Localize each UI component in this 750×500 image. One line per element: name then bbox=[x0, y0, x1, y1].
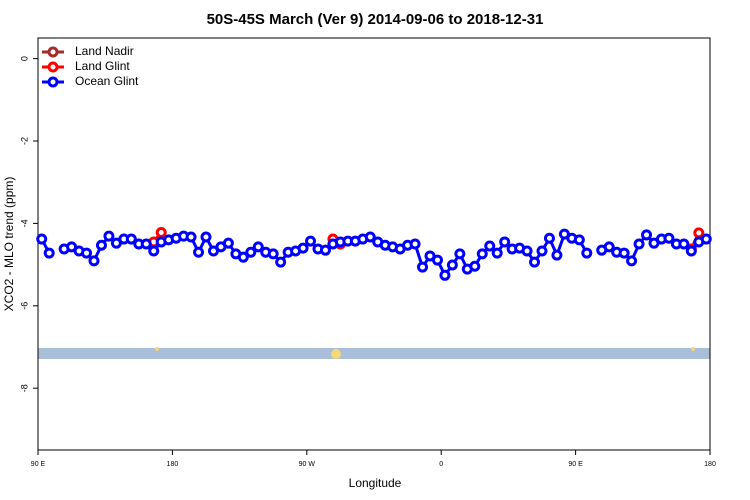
data-point bbox=[237, 251, 249, 263]
legend-label: Ocean Glint bbox=[75, 74, 139, 88]
data-point bbox=[484, 240, 496, 252]
decoration bbox=[331, 349, 341, 359]
data-point bbox=[222, 237, 234, 249]
data-point bbox=[581, 247, 593, 259]
data-point bbox=[275, 256, 287, 268]
data-point bbox=[499, 236, 511, 248]
y-axis-label: XCO2 - MLO trend (ppm) bbox=[2, 177, 16, 312]
data-point bbox=[88, 255, 100, 267]
data-point bbox=[103, 230, 115, 242]
data-point bbox=[618, 247, 630, 259]
data-point bbox=[364, 231, 376, 243]
legend-label: Land Glint bbox=[75, 59, 130, 73]
data-point bbox=[685, 245, 697, 257]
y-tick-label: -4 bbox=[19, 219, 29, 227]
x-tick-label: 90 E bbox=[31, 461, 46, 468]
y-tick-label: -6 bbox=[19, 302, 29, 310]
data-point bbox=[140, 238, 152, 250]
data-point bbox=[417, 261, 429, 273]
data-point bbox=[185, 231, 197, 243]
decoration bbox=[691, 347, 695, 351]
decoration bbox=[155, 347, 159, 351]
data-point bbox=[200, 231, 212, 243]
data-point bbox=[551, 249, 563, 261]
data-point bbox=[678, 238, 690, 250]
data-point bbox=[252, 241, 264, 253]
data-point bbox=[536, 245, 548, 257]
legend-marker bbox=[47, 46, 59, 58]
data-point bbox=[454, 248, 466, 260]
legend-marker bbox=[47, 61, 59, 73]
data-point bbox=[521, 245, 533, 257]
data-point bbox=[469, 260, 481, 272]
data-point bbox=[125, 233, 137, 245]
data-point bbox=[267, 248, 279, 260]
data-point bbox=[693, 227, 705, 239]
data-point bbox=[633, 238, 645, 250]
y-tick-label: 0 bbox=[19, 56, 29, 61]
y-tick-label: -8 bbox=[19, 384, 29, 392]
data-point bbox=[573, 234, 585, 246]
data-point bbox=[491, 247, 503, 259]
legend-label: Land Nadir bbox=[75, 44, 134, 58]
background-band bbox=[38, 348, 710, 359]
data-point bbox=[603, 241, 615, 253]
data-point bbox=[95, 239, 107, 251]
x-tick-label: 90 E bbox=[568, 461, 583, 468]
x-axis-label: Longitude bbox=[349, 476, 402, 490]
y-tick-label: -2 bbox=[19, 137, 29, 145]
data-point bbox=[641, 229, 653, 241]
data-point bbox=[409, 238, 421, 250]
chart-title: 50S-45S March (Ver 9) 2014-09-06 to 2018… bbox=[207, 11, 544, 28]
data-point bbox=[297, 242, 309, 254]
x-tick-label: 90 W bbox=[299, 461, 316, 468]
data-point bbox=[476, 248, 488, 260]
data-point bbox=[305, 235, 317, 247]
data-point bbox=[439, 269, 451, 281]
data-point bbox=[543, 232, 555, 244]
data-point bbox=[155, 226, 167, 238]
x-tick-label: 0 bbox=[439, 461, 443, 468]
data-point bbox=[148, 245, 160, 257]
data-point bbox=[36, 233, 48, 245]
data-point bbox=[529, 256, 541, 268]
data-point bbox=[43, 247, 55, 259]
x-tick-label: 180 bbox=[167, 461, 179, 468]
data-point bbox=[663, 232, 675, 244]
data-point bbox=[626, 255, 638, 267]
x-tick-label: 180 bbox=[704, 461, 716, 468]
plot-frame bbox=[37, 37, 711, 451]
data-point bbox=[446, 259, 458, 271]
legend-marker bbox=[47, 76, 59, 88]
data-point bbox=[319, 244, 331, 256]
data-point bbox=[81, 247, 93, 259]
data-point bbox=[193, 246, 205, 258]
data-point bbox=[700, 233, 712, 245]
data-point bbox=[245, 246, 257, 258]
data-point bbox=[431, 254, 443, 266]
